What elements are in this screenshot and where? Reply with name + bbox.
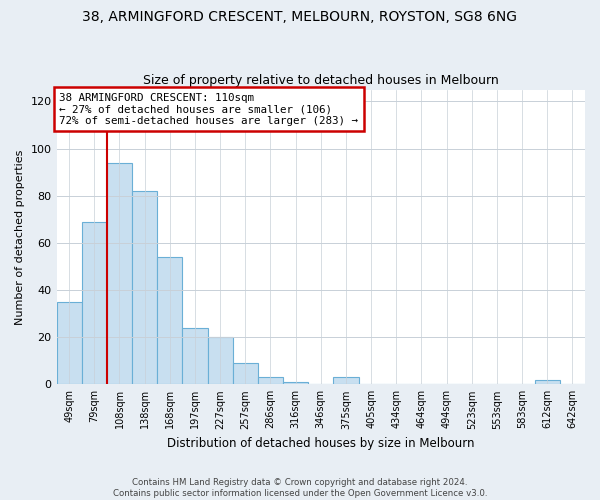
Bar [283, 382, 308, 384]
Bar [157, 257, 182, 384]
Bar [233, 363, 258, 384]
Bar [535, 380, 560, 384]
Bar [334, 377, 359, 384]
Bar [56, 302, 82, 384]
Bar [82, 222, 107, 384]
Bar [132, 191, 157, 384]
Bar [182, 328, 208, 384]
Y-axis label: Number of detached properties: Number of detached properties [15, 149, 25, 324]
Bar [258, 377, 283, 384]
X-axis label: Distribution of detached houses by size in Melbourn: Distribution of detached houses by size … [167, 437, 475, 450]
Title: Size of property relative to detached houses in Melbourn: Size of property relative to detached ho… [143, 74, 499, 87]
Bar [107, 162, 132, 384]
Bar [208, 337, 233, 384]
Text: Contains HM Land Registry data © Crown copyright and database right 2024.
Contai: Contains HM Land Registry data © Crown c… [113, 478, 487, 498]
Text: 38, ARMINGFORD CRESCENT, MELBOURN, ROYSTON, SG8 6NG: 38, ARMINGFORD CRESCENT, MELBOURN, ROYST… [83, 10, 517, 24]
Text: 38 ARMINGFORD CRESCENT: 110sqm
← 27% of detached houses are smaller (106)
72% of: 38 ARMINGFORD CRESCENT: 110sqm ← 27% of … [59, 92, 358, 126]
